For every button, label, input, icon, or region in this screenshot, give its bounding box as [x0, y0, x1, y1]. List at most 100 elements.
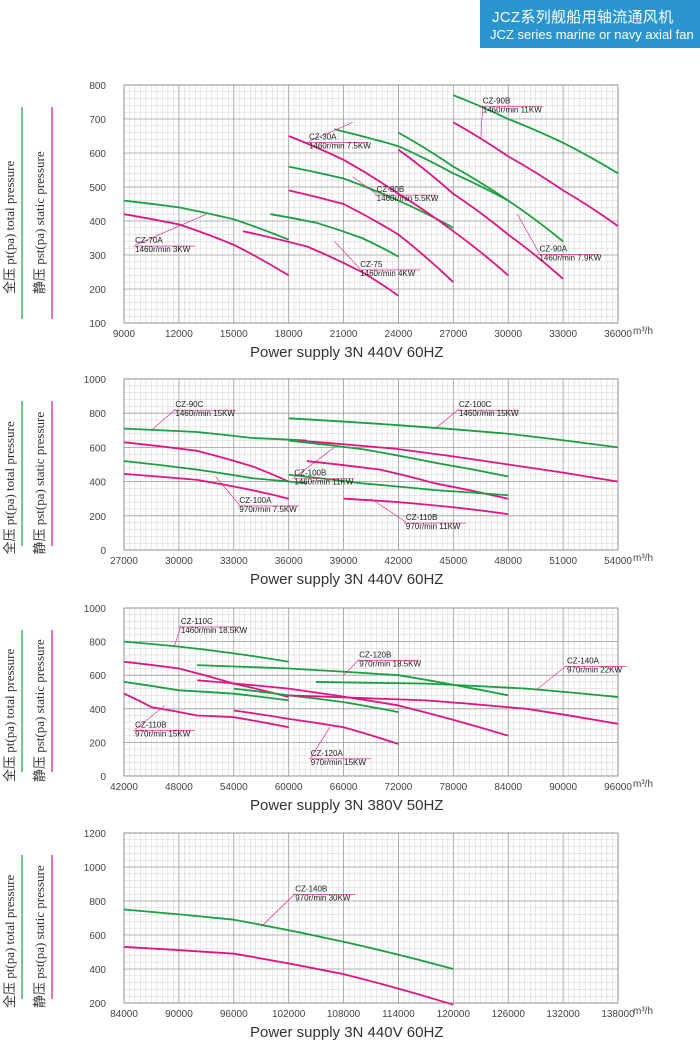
- curve-cz-100a-static: [123, 473, 289, 500]
- y-tick-label: 200: [89, 512, 106, 523]
- curve-cz-100c-static: [297, 439, 619, 483]
- y-tick-label: 800: [89, 409, 106, 420]
- y-tick-label: 700: [89, 115, 106, 126]
- model-label: CZ-90B: [483, 97, 511, 106]
- x-tick-label: 54000: [604, 556, 632, 567]
- x-tick-label: 114000: [382, 1009, 415, 1020]
- x-tick-label: 24000: [385, 329, 413, 340]
- curve-cz-110c-static: [123, 660, 289, 698]
- curve-cz-110b-static: [343, 497, 509, 515]
- model-spec-label: 1460r/min 15KW: [175, 409, 235, 418]
- model-label: CZ-110B: [135, 720, 166, 729]
- model-label: CZ-70A: [135, 236, 163, 245]
- leader-line: [310, 727, 331, 758]
- x-tick-label: 42000: [110, 782, 138, 793]
- curve-cz-30a-total: [334, 128, 509, 202]
- y-label-static: 静压 pst(pa) static pressure: [32, 639, 47, 782]
- y-label-static: 静压 pst(pa) static pressure: [32, 865, 47, 1008]
- x-unit-label: m³/h: [633, 779, 653, 790]
- model-spec-label: 970r/min 30KW: [295, 894, 351, 903]
- chart-panel-3: 0 200 400 600 800 1000 42000 48000 54000 60000 660…: [2, 604, 653, 814]
- model-spec-label: 970r/min 7.5KW: [239, 505, 297, 514]
- x-tick-label: 96000: [604, 782, 632, 793]
- y-label-static: 静压 pst(pa) static pressure: [32, 412, 47, 555]
- curve-cz-110b-static: [123, 692, 289, 729]
- title-chinese: JCZ系列舰船用轴流通风机: [492, 9, 674, 26]
- x-unit-label: m³/h: [633, 553, 653, 564]
- curve-cz-70a-static: [123, 213, 290, 277]
- x-tick-label: 126000: [492, 1009, 526, 1020]
- leader-line: [334, 241, 361, 270]
- model-spec-label: 1460r/min 18.5KW: [181, 626, 248, 635]
- y-tick-label: 0: [100, 772, 106, 783]
- x-tick-label: 12000: [165, 329, 193, 340]
- leader-line: [215, 476, 240, 506]
- model-spec-label: 1460r/min 7.5KW: [309, 141, 371, 150]
- model-spec-label: 1460r/min 7.9KW: [539, 254, 601, 263]
- model-label: CZ-100C: [459, 400, 492, 409]
- x-tick-label: 90000: [549, 782, 577, 793]
- model-label: CZ-100A: [239, 496, 272, 505]
- x-tick-label: 18000: [275, 329, 303, 340]
- x-tick-label: 15000: [220, 329, 248, 340]
- x-tick-label: 51000: [549, 556, 577, 567]
- curve-cz-140b-static: [123, 946, 454, 1006]
- curve-cz-80b-static: [288, 189, 454, 283]
- y-tick-label: 0: [100, 546, 106, 557]
- x-tick-label: 84000: [494, 782, 522, 793]
- x-axis-caption: Power supply 3N 440V 60HZ: [250, 344, 443, 361]
- leader-line: [308, 122, 353, 142]
- curve-cz-110c-total: [123, 640, 289, 663]
- y-label-static: 静压 pst(pa) static pressure: [32, 151, 47, 294]
- y-tick-label: 400: [89, 705, 106, 716]
- leader-line: [370, 498, 407, 523]
- x-tick-label: 90000: [165, 1009, 193, 1020]
- leader-line: [134, 705, 166, 730]
- curve-cz-100a-total: [123, 460, 308, 485]
- model-label: CZ-90C: [175, 400, 203, 409]
- chart-panel-2: 0 200 400 600 800 1000 27000 30000 33000 36000 390…: [2, 375, 653, 588]
- x-tick-label: 33000: [549, 329, 577, 340]
- model-label: CZ-30A: [309, 132, 337, 141]
- y-tick-label: 800: [89, 897, 106, 908]
- plot-frame: [123, 607, 619, 777]
- model-spec-label: 1460r/min 4KW: [360, 269, 416, 278]
- curve-cz-100b-static: [306, 460, 509, 500]
- y-tick-label: 200: [89, 999, 106, 1010]
- model-spec-label: 970r/min 18.5KW: [359, 660, 421, 669]
- model-label: CZ-110B: [406, 513, 437, 522]
- model-spec-label: 970r/min 22KW: [567, 665, 623, 674]
- x-tick-label: 66000: [330, 782, 358, 793]
- model-spec-label: 1460r/min 11KW: [294, 478, 353, 487]
- x-tick-label: 84000: [110, 1009, 138, 1020]
- curve-cz-80b-total: [288, 165, 454, 229]
- model-label: CZ-80B: [377, 185, 405, 194]
- x-tick-label: 132000: [546, 1009, 580, 1020]
- curve-cz-30a-static: [288, 135, 509, 277]
- y-tick-label: 800: [89, 81, 106, 92]
- x-tick-label: 21000: [330, 329, 358, 340]
- x-tick-label: 27000: [110, 556, 138, 567]
- x-tick-label: 27000: [439, 329, 467, 340]
- leader-line: [480, 105, 484, 140]
- x-tick-label: 96000: [220, 1009, 248, 1020]
- y-tick-label: 600: [89, 443, 106, 454]
- curve-cz-140a-total: [316, 681, 619, 698]
- curve-cz-90c-static: [123, 441, 290, 483]
- leader-line: [151, 408, 176, 431]
- model-label: CZ-110C: [181, 617, 213, 626]
- x-tick-label: 39000: [330, 556, 358, 567]
- y-tick-label: 600: [89, 671, 106, 682]
- leader-line: [434, 408, 460, 429]
- model-label: CZ-90A: [539, 245, 567, 254]
- model-spec-label: 1460r/min 11KW: [483, 106, 542, 115]
- model-label: CZ-140B: [295, 885, 327, 894]
- x-tick-label: 45000: [439, 556, 467, 567]
- model-spec-label: 1460r/min 3KW: [135, 245, 191, 254]
- y-tick-label: 400: [89, 965, 106, 976]
- model-label: CZ-120B: [359, 651, 391, 660]
- x-tick-label: 42000: [385, 556, 413, 567]
- model-label: CZ-140A: [567, 656, 600, 665]
- x-tick-label: 78000: [439, 782, 467, 793]
- curve-cz-90c-total: [123, 427, 308, 442]
